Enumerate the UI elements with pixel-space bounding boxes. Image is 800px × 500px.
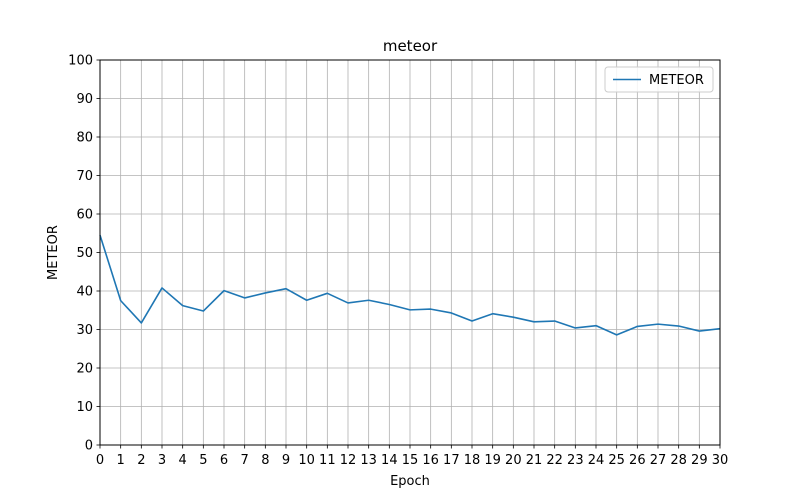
x-tick-label: 6 bbox=[220, 453, 228, 468]
y-tick-label: 0 bbox=[85, 439, 93, 454]
x-tick-label: 2 bbox=[137, 453, 145, 468]
x-tick-label: 11 bbox=[319, 453, 336, 468]
y-tick-label: 70 bbox=[76, 169, 93, 184]
x-tick-label: 26 bbox=[629, 453, 646, 468]
y-tick-label: 40 bbox=[76, 285, 93, 300]
x-tick-label: 29 bbox=[691, 453, 708, 468]
x-tick-label: 9 bbox=[282, 453, 290, 468]
y-tick-label: 60 bbox=[76, 208, 93, 223]
x-tick-label: 15 bbox=[402, 453, 419, 468]
x-tick-label: 12 bbox=[340, 453, 357, 468]
y-tick-label: 30 bbox=[76, 323, 93, 338]
x-tick-label: 30 bbox=[712, 453, 729, 468]
x-tick-label: 20 bbox=[505, 453, 522, 468]
y-tick-label: 100 bbox=[68, 54, 93, 69]
x-tick-label: 3 bbox=[158, 453, 166, 468]
legend-label: METEOR bbox=[649, 73, 704, 88]
x-tick-label: 4 bbox=[179, 453, 187, 468]
x-tick-label: 17 bbox=[443, 453, 460, 468]
x-tick-label: 7 bbox=[241, 453, 249, 468]
y-tick-label: 90 bbox=[76, 92, 93, 107]
x-tick-label: 22 bbox=[546, 453, 563, 468]
x-tick-label: 18 bbox=[464, 453, 481, 468]
x-tick-label: 28 bbox=[670, 453, 687, 468]
legend: METEOR bbox=[604, 66, 714, 93]
x-tick-label: 13 bbox=[360, 453, 377, 468]
series-line-meteor bbox=[99, 234, 721, 336]
x-tick-label: 10 bbox=[298, 453, 315, 468]
x-tick-label: 5 bbox=[199, 453, 207, 468]
axis-ticks: 0 1 2 3 4 5 6 7 8 9 10 11 12 13 14 15 16 17 18 19 20 21 22 23 24… bbox=[68, 54, 728, 469]
x-tick-label: 27 bbox=[650, 453, 667, 468]
y-tick-label: 20 bbox=[76, 362, 93, 377]
x-tick-label: 25 bbox=[608, 453, 625, 468]
x-tick-label: 23 bbox=[567, 453, 584, 468]
x-tick-label: 16 bbox=[422, 453, 439, 468]
x-tick-label: 24 bbox=[588, 453, 605, 468]
y-tick-label: 80 bbox=[76, 131, 93, 146]
chart-title: meteor bbox=[383, 37, 438, 55]
x-tick-label: 21 bbox=[526, 453, 543, 468]
x-tick-label: 19 bbox=[484, 453, 501, 468]
x-tick-label: 0 bbox=[96, 453, 104, 468]
y-tick-label: 10 bbox=[76, 400, 93, 415]
x-tick-label: 1 bbox=[117, 453, 125, 468]
y-axis-title: METEOR bbox=[46, 225, 61, 280]
legend-box bbox=[604, 66, 714, 93]
series-layer bbox=[99, 234, 721, 336]
x-tick-label: 14 bbox=[381, 453, 398, 468]
x-axis-title: Epoch bbox=[390, 474, 430, 489]
x-tick-label: 8 bbox=[261, 453, 269, 468]
y-tick-label: 50 bbox=[76, 246, 93, 261]
